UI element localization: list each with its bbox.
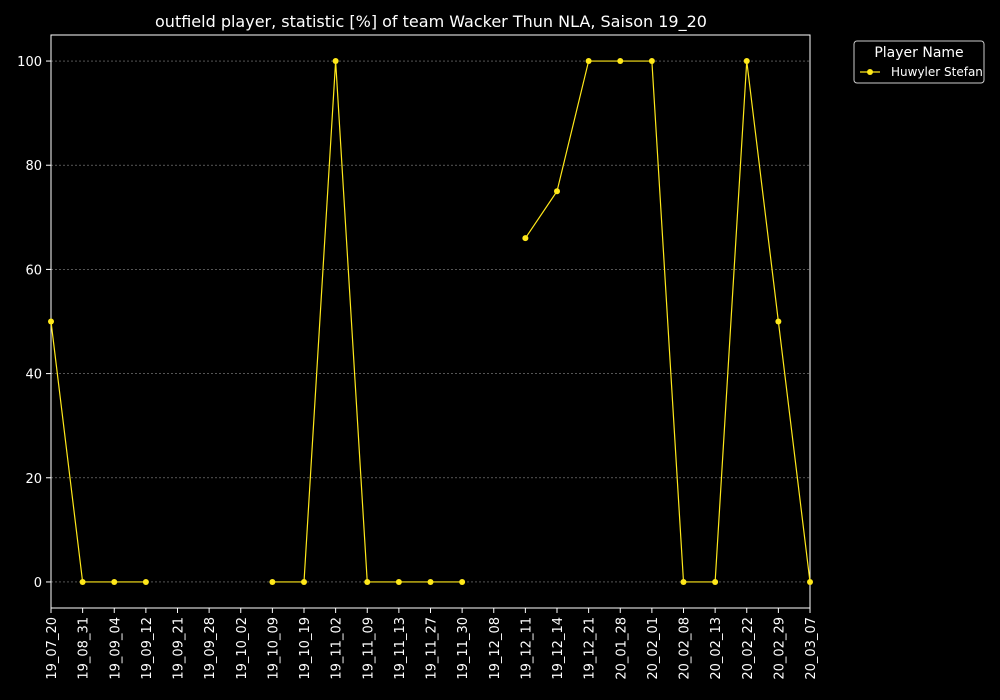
- x-tick-label: 19_10_02: [235, 617, 250, 680]
- x-tick-label: 19_11_30: [456, 617, 471, 680]
- data-point: [79, 578, 86, 585]
- x-tick-label: 19_11_27: [425, 617, 440, 680]
- data-point: [775, 318, 782, 325]
- x-tick-label: 20_01_28: [614, 617, 629, 680]
- x-tick-label: 19_10_09: [266, 617, 281, 680]
- y-tick-label: 20: [25, 472, 42, 487]
- grid: [51, 60, 810, 583]
- x-tick-label: 19_11_13: [393, 617, 408, 680]
- data-point: [554, 188, 560, 195]
- legend-series-label: Huwyler Stefan: [891, 65, 983, 79]
- x-tick-label: 19_12_08: [488, 617, 503, 680]
- x-tick-label: 19_09_21: [172, 617, 187, 680]
- data-point: [111, 578, 118, 585]
- legend-marker: [867, 69, 873, 75]
- x-tick-label: 19_07_20: [45, 617, 60, 680]
- data-point: [743, 58, 750, 65]
- series-line: [272, 61, 463, 583]
- chart-title: outfield player, statistic [%] of team W…: [155, 12, 707, 32]
- data-point: [301, 578, 307, 585]
- legend: Player Name Huwyler Stefan: [853, 40, 985, 84]
- series-layer: [48, 58, 813, 585]
- data-point: [459, 578, 466, 585]
- y-tick-label: 80: [25, 159, 42, 174]
- data-point: [680, 578, 687, 585]
- x-tick-label: 19_09_28: [203, 617, 218, 680]
- x-tick-label: 19_12_11: [519, 617, 534, 680]
- data-point: [269, 578, 276, 585]
- data-point: [585, 58, 592, 65]
- data-point: [48, 318, 54, 325]
- y-tick-label: 40: [25, 368, 42, 383]
- x-tick-label: 19_10_19: [298, 617, 313, 680]
- data-point: [712, 578, 719, 585]
- x-tick-label: 19_11_02: [330, 617, 345, 680]
- data-point: [364, 578, 371, 585]
- x-tick-label: 20_02_22: [741, 617, 756, 680]
- y-tick-label: 100: [17, 55, 42, 70]
- data-point: [648, 58, 655, 65]
- y-tick-label: 60: [25, 263, 42, 278]
- data-point: [142, 578, 149, 585]
- y-tick-label: 0: [34, 576, 42, 591]
- series-line: [524, 60, 811, 583]
- x-tick-label: 20_03_07: [804, 617, 819, 680]
- x-tick-label: 19_09_12: [140, 617, 155, 680]
- x-tick-label: 19_09_04: [108, 617, 123, 680]
- plot-frame: [50, 34, 811, 609]
- data-point: [807, 578, 813, 585]
- x-tick-label: 19_08_31: [77, 617, 92, 680]
- data-point: [617, 58, 624, 65]
- x-tick-label: 20_02_01: [646, 617, 661, 680]
- x-tick-label: 19_11_09: [361, 617, 376, 680]
- x-tick-label: 20_02_13: [709, 617, 724, 680]
- x-tick-label: 20_02_08: [678, 617, 693, 680]
- x-tick-label: 19_12_14: [551, 617, 566, 680]
- data-point: [332, 58, 339, 65]
- data-point: [427, 578, 434, 585]
- data-point: [395, 578, 402, 585]
- axes: 0 20 40 60 80 100 19_07_20 19_08_31 19_09_04 19_0…: [17, 34, 819, 680]
- series-line: [50, 321, 146, 583]
- legend-box: [853, 40, 985, 84]
- data-point: [522, 235, 529, 242]
- legend-title: Player Name: [874, 45, 963, 61]
- x-tick-label: 20_02_29: [772, 617, 787, 680]
- x-tick-label: 19_12_21: [583, 617, 598, 680]
